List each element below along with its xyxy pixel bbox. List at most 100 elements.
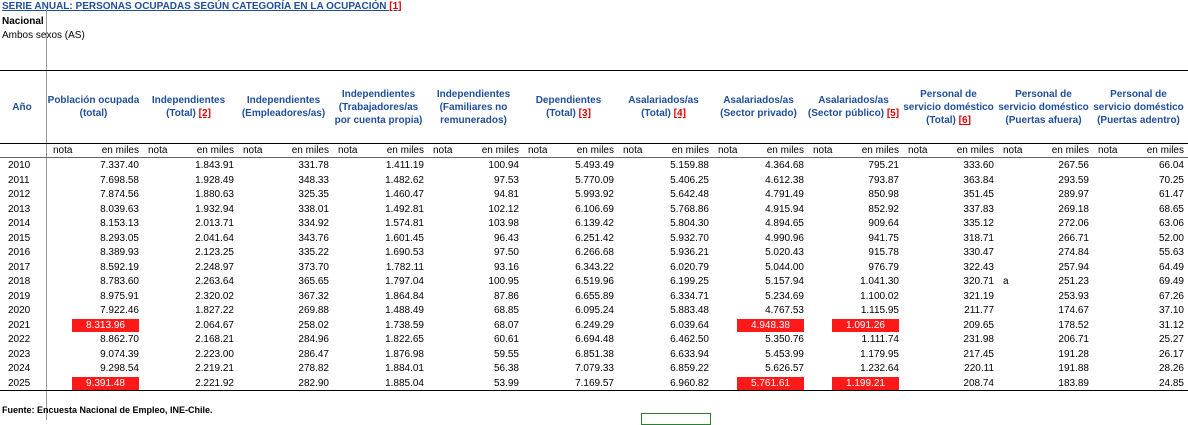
value-cell[interactable]: 1.100.02 — [860, 290, 899, 302]
value-cell[interactable]: 1.482.62 — [385, 174, 424, 186]
value-cell[interactable]: 267.56 — [1058, 160, 1089, 171]
value-cell[interactable]: 4.915.94 — [765, 203, 804, 215]
value-cell[interactable]: 257.94 — [1058, 261, 1089, 273]
value-cell[interactable]: 6.249.29 — [575, 319, 614, 331]
value-cell[interactable]: 337.83 — [963, 203, 994, 215]
value-cell[interactable]: 100.95 — [488, 276, 519, 287]
value-cell[interactable]: 7.922.46 — [100, 305, 139, 316]
value-cell[interactable]: 63.06 — [1158, 218, 1184, 229]
value-cell[interactable]: 6.343.22 — [575, 261, 614, 273]
value-cell[interactable]: 1.884.01 — [385, 363, 424, 374]
value-cell[interactable]: 4.791.49 — [765, 189, 804, 200]
value-cell[interactable]: 61.47 — [1158, 189, 1184, 200]
value-cell[interactable]: 351.45 — [963, 189, 994, 200]
year-cell[interactable]: 2025 — [8, 377, 31, 389]
value-cell[interactable]: 282.90 — [298, 377, 329, 389]
value-cell[interactable]: 909.64 — [868, 218, 899, 229]
value-cell[interactable]: 6.655.89 — [575, 290, 614, 302]
value-cell[interactable]: 7.698.58 — [100, 174, 139, 186]
value-cell-highlighted[interactable]: 8.313.96 — [72, 318, 139, 332]
value-cell[interactable]: 322.43 — [963, 261, 994, 273]
year-cell[interactable]: 2010 — [8, 160, 31, 171]
year-cell[interactable]: 2021 — [8, 319, 31, 331]
value-cell[interactable]: 6.039.64 — [670, 319, 709, 331]
value-cell[interactable]: 66.04 — [1158, 160, 1184, 171]
value-cell[interactable]: 5.493.49 — [575, 160, 614, 171]
value-cell[interactable]: 915.78 — [868, 247, 899, 258]
value-cell[interactable]: 1.864.84 — [385, 290, 424, 302]
column-header-ref-link[interactable]: [2] — [198, 108, 211, 119]
value-cell[interactable]: 6.266.68 — [575, 247, 614, 258]
value-cell[interactable]: 1.460.47 — [385, 189, 424, 200]
column-header-ref-link[interactable]: [3] — [578, 108, 591, 119]
year-cell[interactable]: 2017 — [8, 261, 31, 273]
value-cell[interactable]: 6.106.69 — [575, 203, 614, 215]
value-cell-highlighted[interactable]: 1.091.26 — [832, 318, 899, 332]
value-cell[interactable]: 96.43 — [493, 232, 519, 244]
value-cell[interactable]: 25.27 — [1158, 334, 1184, 345]
value-cell[interactable]: 278.82 — [298, 363, 329, 374]
value-cell[interactable]: 6.095.24 — [575, 305, 614, 316]
value-cell[interactable]: 1.932.94 — [195, 203, 234, 215]
value-cell[interactable]: 28.26 — [1158, 363, 1184, 374]
value-cell[interactable]: 5.770.09 — [575, 174, 614, 186]
value-cell[interactable]: 87.86 — [493, 290, 519, 302]
value-cell[interactable]: 93.16 — [493, 261, 519, 273]
value-cell[interactable]: 1.822.65 — [385, 334, 424, 345]
value-cell[interactable]: 976.79 — [868, 261, 899, 273]
value-cell-highlighted[interactable]: 4.948.38 — [737, 318, 804, 332]
year-cell[interactable]: 2024 — [8, 363, 31, 374]
value-cell[interactable]: 793.87 — [868, 174, 899, 186]
value-cell[interactable]: 9.074.39 — [100, 348, 139, 360]
value-cell[interactable]: 2.263.64 — [195, 276, 234, 287]
value-cell[interactable]: 231.98 — [963, 334, 994, 345]
column-header-ref-link[interactable]: [6] — [958, 114, 971, 126]
value-cell[interactable]: 258.02 — [298, 319, 329, 331]
value-cell[interactable]: 331.78 — [298, 160, 329, 171]
value-cell[interactable]: 174.67 — [1058, 305, 1089, 316]
table-title[interactable]: SERIE ANUAL: PERSONAS OCUPADAS SEGÚN CAT… — [2, 1, 401, 12]
year-cell[interactable]: 2015 — [8, 232, 31, 244]
value-cell[interactable]: 208.74 — [963, 377, 994, 389]
year-cell[interactable]: 2013 — [8, 203, 31, 215]
value-cell[interactable]: 5.883.48 — [670, 305, 709, 316]
value-cell[interactable]: 103.98 — [488, 218, 519, 229]
value-cell-highlighted[interactable]: 9.391.48 — [72, 376, 139, 390]
value-cell[interactable]: 7.337.40 — [100, 160, 139, 171]
value-cell[interactable]: 2.320.02 — [195, 290, 234, 302]
value-cell[interactable]: 333.60 — [963, 160, 994, 171]
value-cell[interactable]: 2.223.00 — [195, 348, 234, 360]
value-cell[interactable]: 850.98 — [868, 189, 899, 200]
value-cell[interactable]: 6.251.42 — [575, 232, 614, 244]
value-cell[interactable]: 191.28 — [1058, 348, 1089, 360]
value-cell[interactable]: 5.993.92 — [575, 189, 614, 200]
value-cell[interactable]: 24.85 — [1158, 377, 1184, 389]
value-cell[interactable]: 2.248.97 — [195, 261, 234, 273]
column-header-ref-link[interactable]: [5] — [886, 108, 900, 119]
value-cell[interactable]: 269.88 — [298, 305, 329, 316]
value-cell[interactable]: 6.139.42 — [575, 218, 614, 229]
value-cell[interactable]: 53.99 — [493, 377, 519, 389]
value-cell[interactable]: 5.936.21 — [670, 247, 709, 258]
value-cell[interactable]: 2.064.67 — [195, 319, 234, 331]
value-cell[interactable]: 1.411.19 — [385, 160, 424, 171]
value-cell[interactable]: 6.859.22 — [670, 363, 709, 374]
value-cell-highlighted[interactable]: 5.761.61 — [737, 376, 804, 390]
value-cell[interactable]: 64.49 — [1158, 261, 1184, 273]
value-cell[interactable]: 286.47 — [298, 348, 329, 360]
value-cell[interactable]: 318.71 — [963, 232, 994, 244]
value-cell[interactable]: 941.75 — [868, 232, 899, 244]
value-cell[interactable]: 325.35 — [298, 189, 329, 200]
value-cell[interactable]: 8.389.93 — [100, 247, 139, 258]
year-cell[interactable]: 2018 — [8, 276, 31, 287]
value-cell[interactable]: 272.06 — [1058, 218, 1089, 229]
year-cell[interactable]: 2019 — [8, 290, 31, 302]
column-header-ref-link[interactable]: [4] — [673, 108, 686, 119]
value-cell[interactable]: 5.350.76 — [765, 334, 804, 345]
value-cell[interactable]: 6.519.96 — [575, 276, 614, 287]
value-cell[interactable]: 289.97 — [1058, 189, 1089, 200]
value-cell[interactable]: 334.92 — [298, 218, 329, 229]
value-cell[interactable]: 183.89 — [1058, 377, 1089, 389]
value-cell[interactable]: 1.115.95 — [860, 305, 899, 316]
value-cell[interactable]: 37.10 — [1158, 305, 1184, 316]
